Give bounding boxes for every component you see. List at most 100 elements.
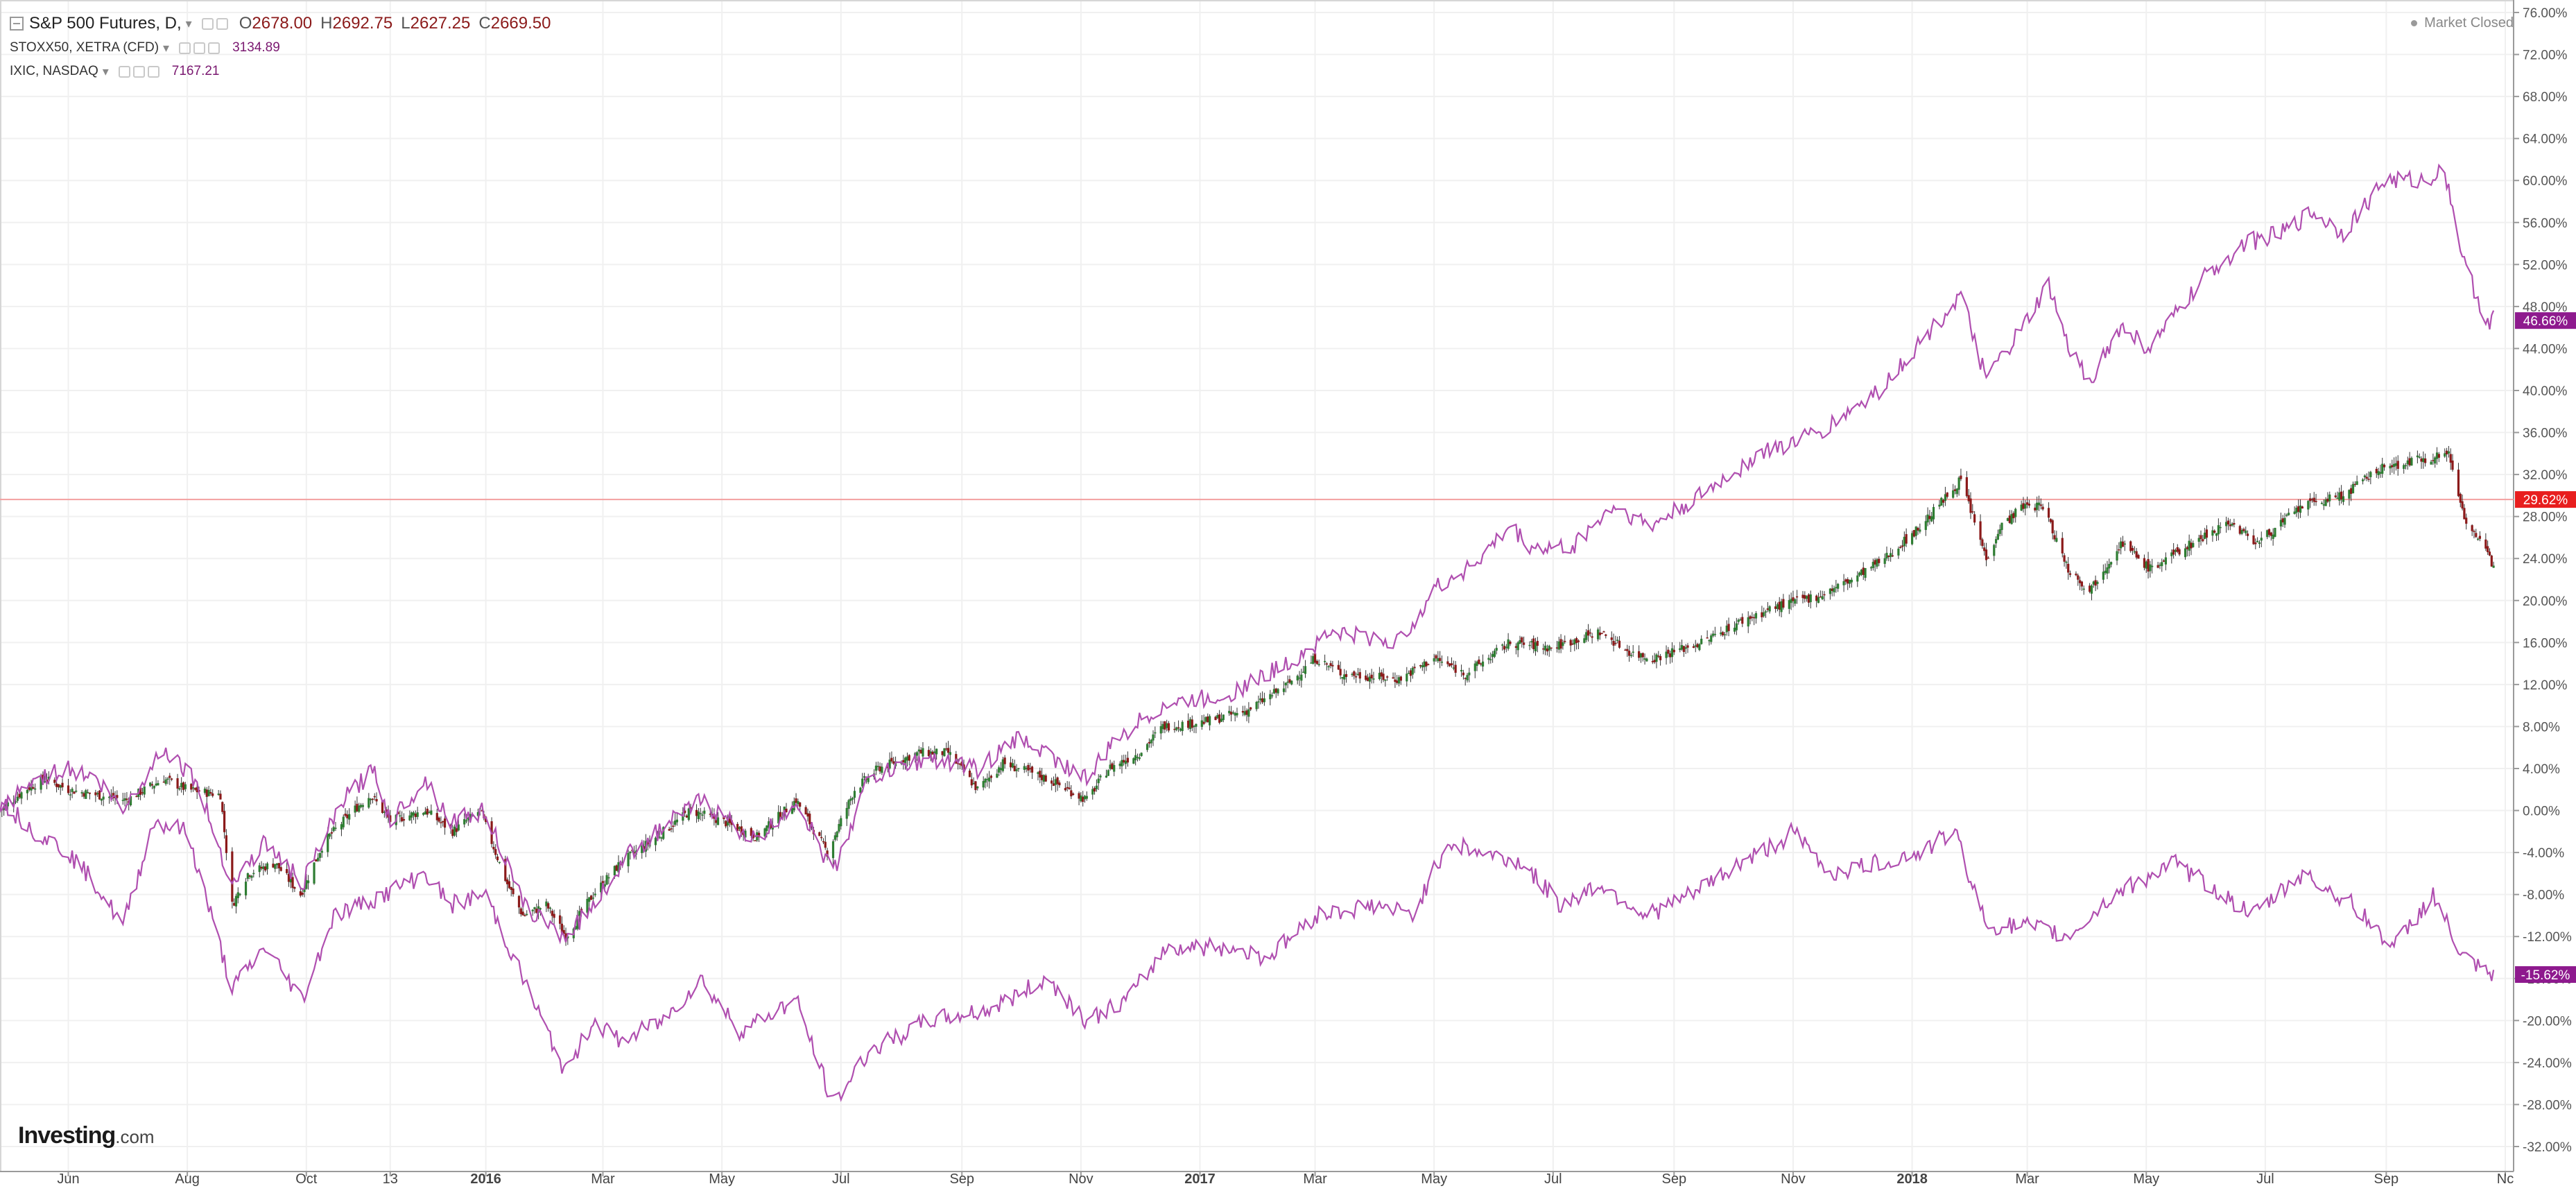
candle-body xyxy=(1514,646,1517,648)
candle-body xyxy=(2258,542,2261,544)
candle-body xyxy=(1399,676,1402,681)
price-axis[interactable]: 76.00% 72.00% 68.00% 64.00% 60.00% 56.00% 52.0… xyxy=(2514,6,2572,1155)
candle-body xyxy=(1009,762,1012,768)
x-tick-label: Nov xyxy=(1781,1171,1806,1187)
candle-body xyxy=(44,781,46,782)
candle-body xyxy=(1672,649,1675,653)
chevron-down-icon[interactable]: ▾ xyxy=(102,64,109,78)
candle-body xyxy=(1072,793,1075,796)
candle-body xyxy=(785,808,788,813)
y-tick-label: -20.00% xyxy=(2523,1014,2572,1029)
candle-body xyxy=(1837,583,1840,589)
candle-body xyxy=(1835,587,1838,588)
candle-body xyxy=(1011,763,1014,768)
candle-body xyxy=(2348,490,2351,499)
candle-body xyxy=(1126,757,1130,763)
settings-icon[interactable] xyxy=(216,17,228,30)
candle-body xyxy=(1152,734,1155,741)
legend-main-row[interactable]: S&P 500 Futures, D, ▾ O 2678.00 H 2692.75 … xyxy=(10,14,551,33)
legend-ixic-row[interactable]: IXIC, NASDAQ ▾ 7167.21 xyxy=(10,64,219,79)
stoxx-symbol-name[interactable]: STOXX50, XETRA (CFD) xyxy=(10,40,159,55)
candle-body xyxy=(1015,769,1018,771)
candle-body xyxy=(157,782,159,786)
brand-logo[interactable]: Investing.com xyxy=(18,1122,155,1149)
candle-body xyxy=(2293,511,2296,514)
candle-body xyxy=(2340,491,2343,499)
candle-body xyxy=(457,824,460,831)
candle-body xyxy=(1236,712,1238,716)
legend-stoxx-row[interactable]: STOXX50, XETRA (CFD) ▾ 3134.89 xyxy=(10,40,280,55)
y-tick-label: 0.00% xyxy=(2523,805,2560,819)
time-axis[interactable]: Jun Aug Oct 13 2016 Mar May Jul Sep Nov 2017 Mar May… xyxy=(57,1171,2514,1187)
candle-body xyxy=(1998,529,2001,534)
settings-icon[interactable] xyxy=(193,42,206,54)
candle-body xyxy=(121,800,124,801)
candle-body xyxy=(2036,502,2039,510)
candle-body xyxy=(32,787,35,789)
candle-body xyxy=(1987,557,1989,559)
candle-body xyxy=(320,850,323,853)
candle-body xyxy=(548,907,552,909)
candle-body xyxy=(984,778,987,783)
candle-body xyxy=(83,793,85,797)
candle-body xyxy=(426,808,429,815)
candle-body xyxy=(1706,637,1709,639)
candle-body xyxy=(2320,503,2324,504)
candle-body xyxy=(317,857,320,861)
chevron-down-icon[interactable]: ▾ xyxy=(185,16,192,31)
candle-body xyxy=(1478,659,1480,664)
candle-body xyxy=(1632,651,1634,653)
main-symbol-name[interactable]: S&P 500 Futures, D, xyxy=(29,14,182,33)
candle-body xyxy=(1534,642,1537,651)
candle-body xyxy=(1761,612,1763,617)
candle-body xyxy=(615,865,618,871)
eye-icon[interactable] xyxy=(179,42,191,54)
candle-body xyxy=(697,812,700,819)
ixic-symbol-name[interactable]: IXIC, NASDAQ xyxy=(10,64,98,78)
candle-body xyxy=(402,819,406,821)
candle-body xyxy=(1187,721,1190,728)
chevron-down-icon[interactable]: ▾ xyxy=(163,40,170,55)
candle-body xyxy=(1903,536,1905,547)
candle-body xyxy=(2307,501,2310,510)
candle-body xyxy=(1967,495,1970,501)
candle-body xyxy=(2020,504,2023,511)
candle-body xyxy=(1667,649,1670,654)
collapse-legend-icon[interactable] xyxy=(10,17,24,31)
candle-body xyxy=(1910,533,1914,544)
eye-icon[interactable] xyxy=(118,65,130,78)
candle-body xyxy=(1555,647,1559,649)
candle-body xyxy=(1550,647,1553,649)
candle-body xyxy=(1421,665,1424,668)
candle-body xyxy=(1932,506,1935,520)
price-badge xyxy=(2515,966,2576,984)
candle-body xyxy=(196,787,198,793)
candle-body xyxy=(915,752,919,756)
candle-body xyxy=(675,819,679,823)
candle-body xyxy=(1847,578,1849,584)
candle-body xyxy=(1891,555,1894,557)
candle-body xyxy=(1788,600,1790,609)
close-icon[interactable] xyxy=(208,42,221,54)
candle-body xyxy=(1869,567,1873,569)
candle-body xyxy=(613,866,616,876)
candle-body xyxy=(553,913,555,918)
candle-body xyxy=(1979,521,1982,540)
candle-body xyxy=(2170,552,2173,556)
candle-body xyxy=(1435,655,1437,659)
candle-body xyxy=(1343,674,1346,680)
candle-body xyxy=(1698,644,1701,651)
eye-icon[interactable] xyxy=(201,17,214,30)
settings-icon[interactable] xyxy=(132,65,145,78)
candle-body xyxy=(2394,463,2398,466)
candle-body xyxy=(672,825,675,827)
candle-body xyxy=(139,787,142,795)
close-icon[interactable] xyxy=(147,65,159,78)
candle-body xyxy=(1440,661,1444,663)
candle-body xyxy=(123,798,126,801)
candle-body xyxy=(945,748,948,750)
candle-body xyxy=(1339,669,1342,676)
candle-body xyxy=(1052,783,1055,787)
candle-body xyxy=(1378,673,1381,679)
